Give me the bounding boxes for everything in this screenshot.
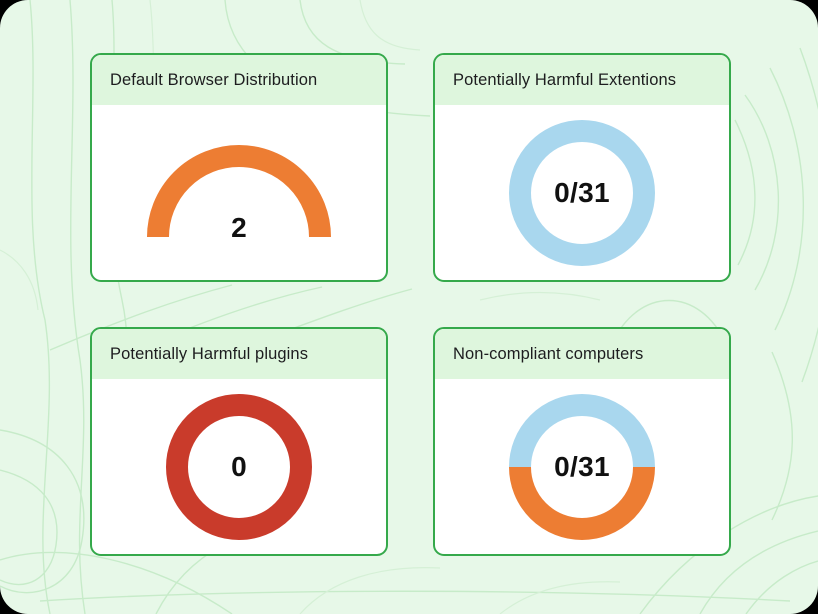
chart-value: 0/31: [554, 450, 610, 482]
card-title: Potentially Harmful plugins: [110, 345, 309, 363]
chart-value: 2: [231, 211, 247, 243]
card-header: Default Browser Distribution: [92, 55, 386, 105]
card-title: Potentially Harmful Extentions: [453, 71, 677, 89]
card-header: Potentially Harmful plugins: [92, 329, 386, 379]
donut-ring: [166, 393, 312, 540]
card-body: 0: [92, 379, 386, 554]
card-default-browser-distribution[interactable]: Default Browser Distribution 2: [90, 53, 388, 282]
gauge-arc: [147, 144, 331, 237]
donut-ring: [509, 119, 655, 266]
donut-ring-top-segment: [509, 393, 655, 467]
donut-ring-segment: [166, 393, 312, 540]
card-body: 0/31: [435, 105, 729, 280]
card-title: Non-compliant computers: [453, 345, 644, 363]
card-grid: Default Browser Distribution 2 Potential…: [90, 53, 731, 556]
donut-ring-bottom-segment: [509, 466, 655, 540]
donut-chart: 0/31: [509, 119, 655, 266]
card-body: 2: [92, 105, 386, 280]
card-potentially-harmful-plugins[interactable]: Potentially Harmful plugins 0: [90, 327, 388, 556]
donut-ring-segment: [509, 119, 655, 266]
donut-ring: [509, 393, 655, 540]
card-header: Non-compliant computers: [435, 329, 729, 379]
half-donut-chart: 2: [147, 144, 331, 243]
chart-value: 0/31: [554, 176, 610, 208]
split-donut-chart: 0/31: [509, 393, 655, 540]
card-non-compliant-computers[interactable]: Non-compliant computers 0/31: [433, 327, 731, 556]
gauge-arc-segment: [147, 144, 331, 237]
card-title: Default Browser Distribution: [110, 71, 318, 89]
card-header: Potentially Harmful Extentions: [435, 55, 729, 105]
card-body: 0/31: [435, 379, 729, 554]
donut-chart: 0: [166, 393, 312, 540]
card-potentially-harmful-extensions[interactable]: Potentially Harmful Extentions 0/31: [433, 53, 731, 282]
chart-value: 0: [231, 450, 247, 482]
